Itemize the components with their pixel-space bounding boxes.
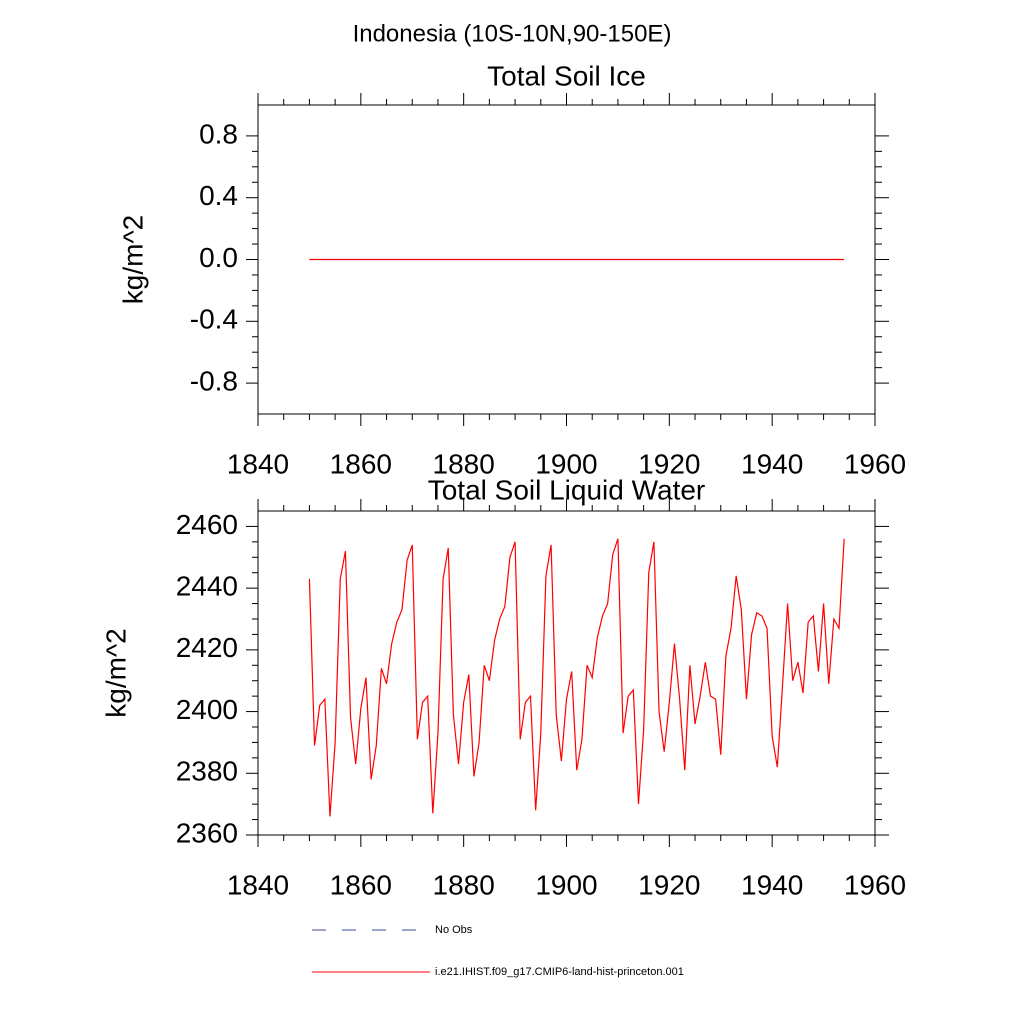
y-tick-label: 2440 (176, 571, 238, 602)
x-tick-label: 1840 (227, 448, 289, 479)
legend-label: i.e21.IHIST.f09_g17.CMIP6-land-hist-prin… (435, 966, 684, 978)
x-tick-label: 1880 (433, 448, 495, 479)
x-tick-label: 1900 (535, 448, 597, 479)
y-tick-label: 0.4 (199, 180, 238, 211)
figure-title: Indonesia (10S-10N,90-150E) (353, 20, 672, 47)
y-tick-label: 2380 (176, 756, 238, 787)
plot-frame (257, 510, 876, 836)
y-axis-label: kg/m^2 (117, 215, 148, 304)
y-tick-label: 2360 (176, 817, 238, 848)
x-tick-label: 1920 (638, 448, 700, 479)
x-tick-label: 1840 (227, 869, 289, 900)
x-tick-label: 1860 (330, 869, 392, 900)
y-tick-label: 2400 (176, 694, 238, 725)
x-tick-label: 1900 (535, 869, 597, 900)
chart-title: Total Soil Ice (487, 60, 646, 91)
y-axis-label: kg/m^2 (100, 628, 131, 717)
x-tick-label: 1960 (844, 869, 906, 900)
x-tick-label: 1880 (433, 869, 495, 900)
x-tick-label: 1920 (638, 869, 700, 900)
x-tick-label: 1960 (844, 448, 906, 479)
x-tick-label: 1860 (330, 448, 392, 479)
y-tick-label: -0.8 (190, 365, 238, 396)
y-tick-label: 0.8 (199, 118, 238, 149)
data-line (308, 538, 845, 817)
x-tick-label: 1940 (741, 869, 803, 900)
legend-label: No Obs (435, 924, 473, 936)
y-tick-label: 2460 (176, 509, 238, 540)
y-tick-label: 2420 (176, 632, 238, 663)
y-tick-label: 0.0 (199, 242, 238, 273)
y-tick-label: -0.4 (190, 304, 238, 335)
x-tick-label: 1940 (741, 448, 803, 479)
